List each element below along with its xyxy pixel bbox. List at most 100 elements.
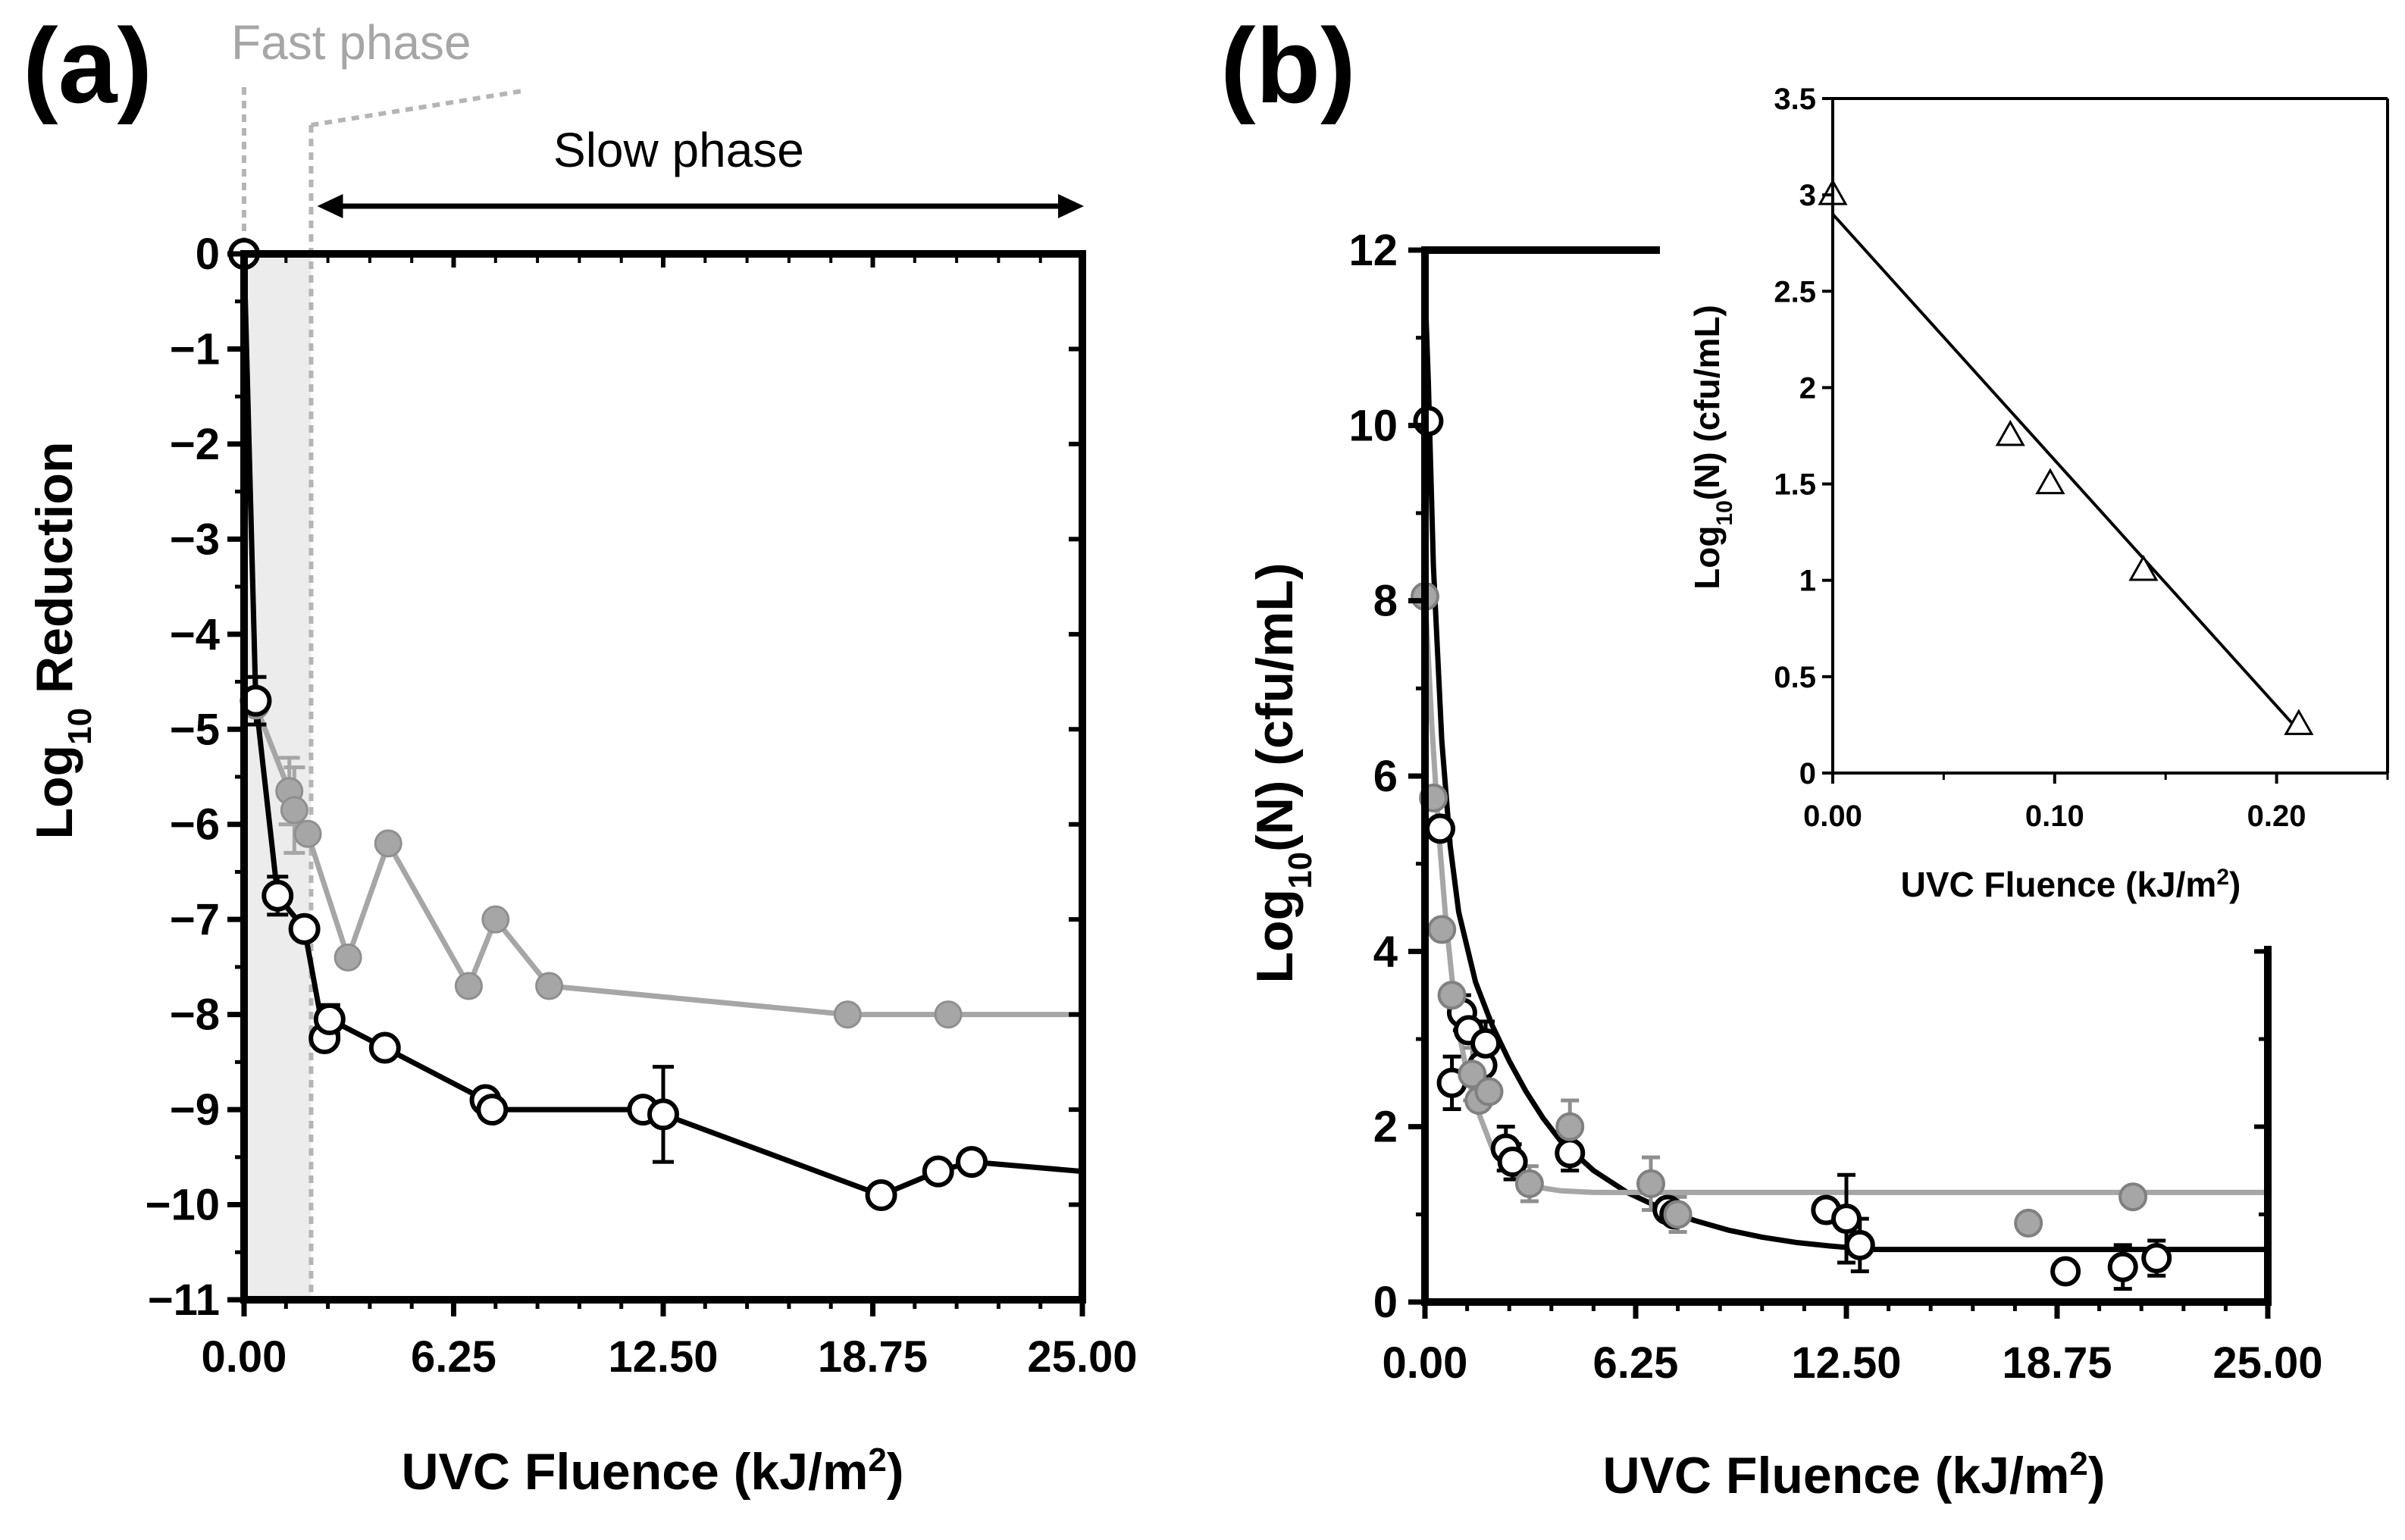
fast-phase-region <box>244 254 312 1300</box>
y-tick-label: −9 <box>170 1085 220 1135</box>
series-black-point <box>1425 813 1456 844</box>
y-tick-label: −7 <box>170 895 220 944</box>
series-grey-point <box>280 796 308 825</box>
y-tick-label: −5 <box>170 705 220 754</box>
series-black-point <box>2107 1251 2138 1282</box>
series-black-point <box>476 1094 509 1126</box>
series-grey-point <box>1555 1112 1585 1141</box>
inset-triangle-point <box>2035 468 2065 495</box>
inset-triangle-point <box>2128 554 2159 581</box>
slow-phase-arrow-left-head <box>317 194 343 218</box>
series-black-point <box>2141 1243 2172 1274</box>
x-tick-label: 25.00 <box>2212 1338 2322 1388</box>
series-grey-point <box>374 829 402 858</box>
inset-y-tick-label: 2 <box>1799 371 1816 405</box>
y-tick-label: 2 <box>1373 1103 1398 1152</box>
y-tick-label: −6 <box>170 800 220 850</box>
y-tick-label: −1 <box>170 324 220 374</box>
series-grey-line <box>241 253 1082 1018</box>
fast-phase-pointer <box>311 89 524 127</box>
inset-x-tick-label: 0.20 <box>2247 800 2306 833</box>
inset-y-axis-label: Log10(N) (cfu/mL) <box>1687 305 1737 590</box>
series-grey-point <box>934 1000 963 1029</box>
series-black-point <box>1497 1146 1528 1177</box>
x-tick-label: 12.50 <box>1791 1338 1901 1388</box>
series-grey-point <box>2014 1208 2043 1238</box>
tick-labels: 0 −1 −2 −3 −4 −5 −6 −7 −8 −9 −10 −11 0.00 6.25 12.50 18… <box>146 230 1138 1382</box>
x-axis-label: UVC Fluence (kJ/m2) <box>1602 1445 2105 1505</box>
inset-x-tick-label: 0.00 <box>1803 800 1862 833</box>
y-tick-label: 0 <box>196 230 220 279</box>
series-grey-point <box>1636 1169 1666 1198</box>
series-grey-point <box>1514 1169 1544 1198</box>
slow-phase-arrow-right-head <box>1058 194 1084 218</box>
series-black-point <box>865 1179 897 1211</box>
x-tick-label: 0.00 <box>202 1332 287 1382</box>
x-tick-label: 6.25 <box>411 1332 496 1382</box>
x-tick-label: 12.50 <box>608 1332 718 1382</box>
fast-phase-shade <box>244 254 312 1300</box>
inset-y-tick-label: 2.5 <box>1774 275 1816 308</box>
y-tick-label: 12 <box>1348 226 1398 275</box>
panel-a-label: (a) <box>23 6 152 125</box>
y-tick-label: −4 <box>170 610 220 659</box>
panel-b-label: (b) <box>1220 6 1356 125</box>
series-black-point <box>261 879 294 912</box>
series-grey-point <box>1474 1077 1504 1106</box>
inset-y-tick-label: 1 <box>1799 565 1816 598</box>
y-tick-label: 8 <box>1373 577 1398 626</box>
inset-background <box>1719 83 2405 909</box>
y-tick-label: 0 <box>1373 1278 1398 1327</box>
x-tick-label: 6.25 <box>1593 1338 1679 1388</box>
data-points <box>228 238 988 1211</box>
series-black-point <box>922 1155 954 1188</box>
y-axis-label: Log10 Reduction <box>26 442 99 840</box>
series-black-point <box>1555 1138 1586 1169</box>
series-grey-point <box>2118 1182 2148 1212</box>
series-black-point <box>1844 1229 1875 1260</box>
inset-x-tick-label: 0.10 <box>2025 800 2084 833</box>
inset-y-tick-label: 1.5 <box>1774 468 1816 502</box>
inset-y-tick-label: 0 <box>1799 757 1816 790</box>
axis-ticks <box>1822 97 2389 784</box>
inset-y-tick-label: 0.5 <box>1774 661 1816 694</box>
y-tick-label: −10 <box>146 1181 220 1230</box>
x-tick-label: 18.75 <box>2002 1338 2112 1388</box>
y-tick-label: −3 <box>170 515 220 564</box>
series-black-point <box>1470 1028 1502 1059</box>
series-black-point <box>956 1146 988 1178</box>
y-tick-label: −11 <box>148 1276 220 1325</box>
inset-x-axis-label: UVC Fluence (kJ/m2) <box>1901 865 2241 905</box>
panel-a-chart: 0 −1 −2 −3 −4 −5 −6 −7 −8 −9 −10 −11 0.00 6.25 12.50 18… <box>26 87 1138 1501</box>
series-grey-point <box>1663 1200 1693 1229</box>
slow-phase-label: Slow phase <box>553 123 804 177</box>
series-grey-point <box>1437 981 1467 1010</box>
series-grey-point <box>833 1000 862 1029</box>
y-tick-label: 10 <box>1348 401 1398 450</box>
inset-chart: 0 0.5 1 1.5 2 2.5 3 3.5 0.00 0.10 0.20 UVC Fluence… <box>1687 83 2405 909</box>
x-tick-label: 25.00 <box>1027 1332 1137 1382</box>
series-grey-point <box>535 972 564 1000</box>
x-tick-label: 18.75 <box>818 1332 928 1382</box>
series-grey-point <box>293 819 322 848</box>
y-tick-label: 4 <box>1373 927 1398 976</box>
inset-y-tick-label: 3 <box>1799 179 1816 212</box>
series-grey-point <box>454 972 483 1000</box>
fast-phase-label: Fast phase <box>231 15 471 70</box>
series-lines <box>241 253 1083 1198</box>
y-axis-label: Log10(N) (cfu/mL) <box>1246 562 1319 983</box>
series-black-line <box>241 253 1083 1198</box>
series-black-point <box>647 1098 679 1131</box>
series-grey-point <box>334 943 362 972</box>
inset-triangle-point <box>1995 419 2025 446</box>
axis-ticks <box>1408 247 2271 1319</box>
inset-fit-line <box>1831 213 2300 732</box>
series-black-point <box>313 1003 346 1035</box>
tick-labels: 0 0.5 1 1.5 2 2.5 3 3.5 0.00 0.10 0.20 <box>1774 83 2306 833</box>
series-grey-point <box>1427 915 1457 944</box>
series-black-point <box>2050 1256 2081 1287</box>
